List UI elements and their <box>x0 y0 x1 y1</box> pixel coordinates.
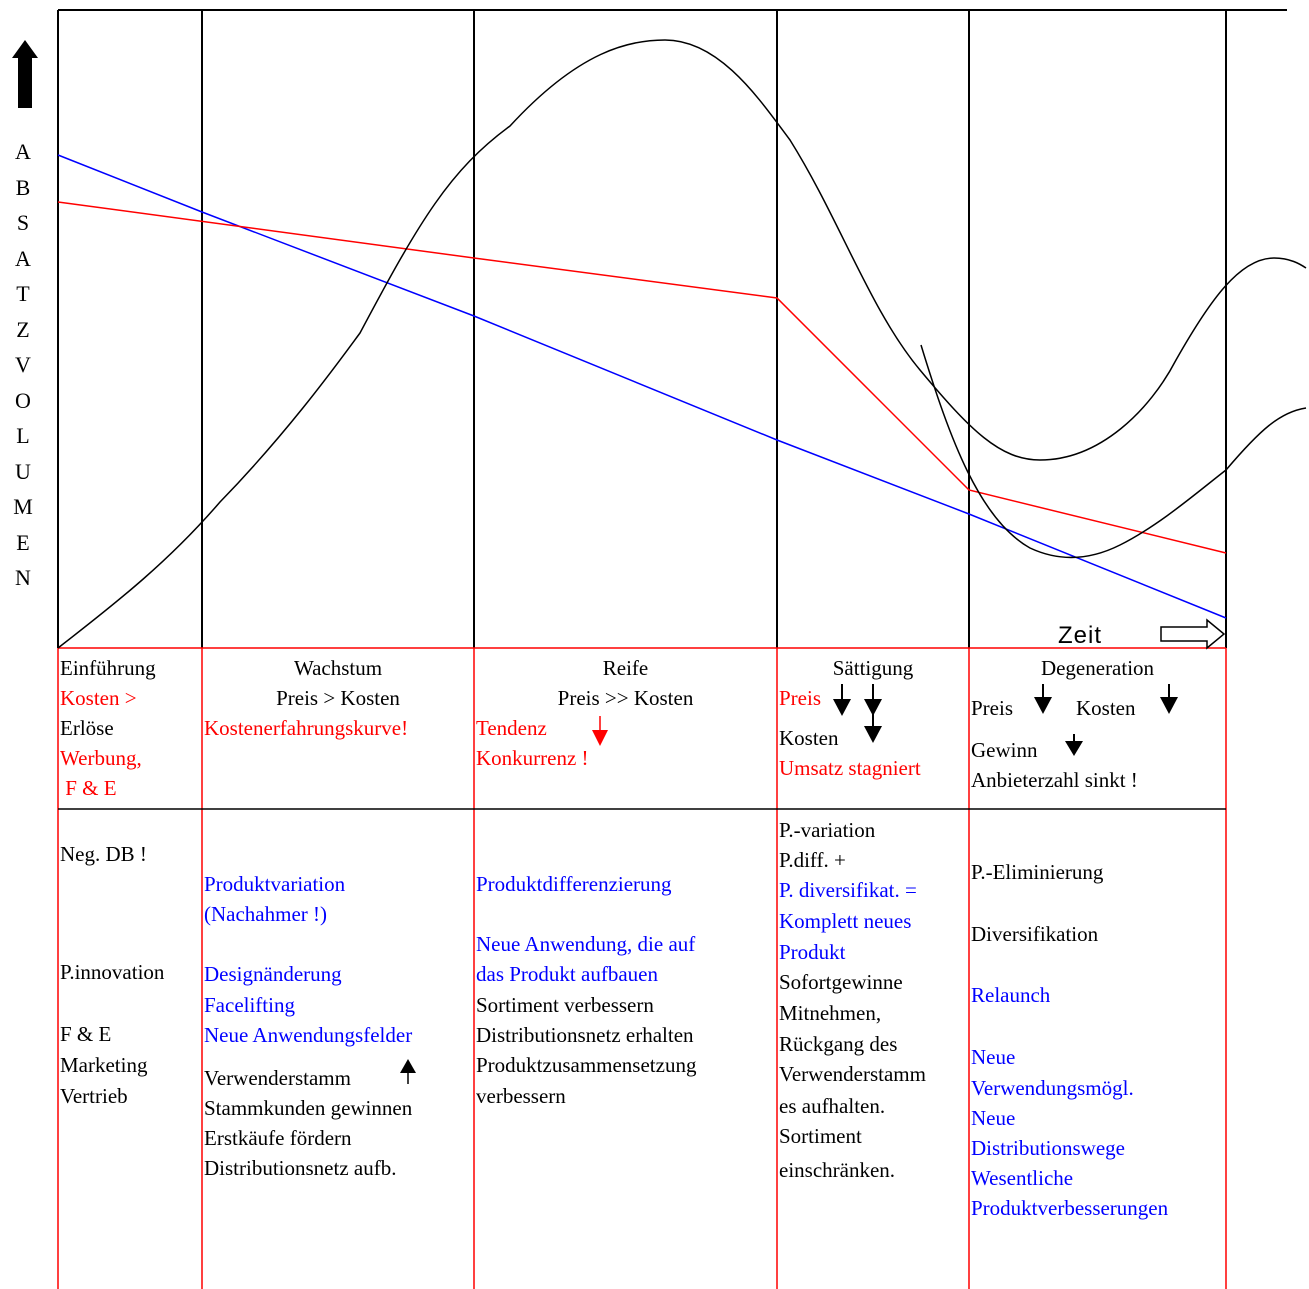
body-line: Rückgang des <box>779 1032 898 1056</box>
body-line: Produkt <box>779 940 846 964</box>
header-line: Umsatz stagniert <box>779 756 921 780</box>
body-line: Komplett neues <box>779 909 912 933</box>
table-grid <box>57 647 1227 1289</box>
header-line: F & E <box>60 776 117 800</box>
axis-letter: U <box>15 459 31 484</box>
body-line: Neg. DB ! <box>60 842 147 866</box>
body-line: P.innovation <box>60 960 165 984</box>
x-axis-label: Zeit <box>1058 622 1103 649</box>
body-line: Produktzusammensetzung <box>476 1053 697 1077</box>
body-line: Produktverbesserungen <box>971 1196 1169 1220</box>
body-line: Facelifting <box>204 993 295 1017</box>
body-line: Verwendungsmögl. <box>971 1076 1134 1100</box>
down-arrow-icon <box>1065 734 1083 756</box>
axis-letter: V <box>15 352 31 377</box>
header-line: Preis > Kosten <box>276 686 400 710</box>
up-arrow-icon <box>12 40 38 108</box>
relaunch-curve <box>920 344 1307 559</box>
phase-title: Reife <box>602 656 649 680</box>
body-line: Vertrieb <box>60 1084 128 1108</box>
body-line: Distributionsnetz erhalten <box>476 1023 694 1047</box>
header-line: Anbieterzahl sinkt ! <box>971 768 1138 792</box>
header-line: Preis <box>779 686 821 710</box>
body-line: es aufhalten. <box>779 1094 886 1118</box>
header-line: Kosten > <box>60 686 137 710</box>
price-line <box>57 201 1227 554</box>
body-line: Produktdifferenzierung <box>476 872 672 896</box>
axis-letter: L <box>16 423 30 448</box>
body-line: Sortiment verbessern <box>476 993 654 1017</box>
axis-letter: Z <box>16 317 30 342</box>
header-line: Erlöse <box>60 716 114 740</box>
body-line: Erstkäufe fördern <box>204 1126 352 1150</box>
body-line: verbessern <box>476 1084 566 1108</box>
body-line: Designänderung <box>204 962 342 986</box>
header-line: Preis >> Kosten <box>557 686 694 710</box>
body-line: P.-Eliminierung <box>971 860 1104 884</box>
down-arrow-icon <box>833 684 851 716</box>
body-line: Sofortgewinne <box>779 970 903 994</box>
body-line: Neue Anwendungsfelder <box>204 1023 413 1047</box>
header-line: Kostenerfahrungskurve! <box>204 716 409 740</box>
body-line: Verwenderstamm <box>204 1066 351 1090</box>
axis-letter: N <box>15 565 31 590</box>
body-line: P. diversifikat. = <box>779 878 917 902</box>
header-line: Werbung, <box>60 746 142 770</box>
body-line: Neue Anwendung, die auf <box>476 932 696 956</box>
header-line: Preis <box>971 696 1013 720</box>
body-line: (Nachahmer !) <box>204 902 328 926</box>
body-line: Distributionsnetz aufb. <box>204 1156 397 1180</box>
body-line: Diversifikation <box>971 922 1099 946</box>
axis-letter: S <box>16 210 30 235</box>
axis-letter: A <box>15 246 31 271</box>
body-line: Verwenderstamm <box>779 1062 926 1086</box>
axis-letter: M <box>13 494 33 519</box>
body-line: einschränken. <box>779 1158 896 1182</box>
phase-title: Sättigung <box>832 656 914 680</box>
body-line: P.diff. + <box>779 848 846 872</box>
axis-letter: E <box>16 530 30 555</box>
down-arrow-icon <box>1034 684 1052 714</box>
body-line: Neue <box>971 1106 1016 1130</box>
body-line: Distributionswege <box>971 1136 1125 1160</box>
body-line: Produktvariation <box>204 872 346 896</box>
body-line: P.-variation <box>779 818 876 842</box>
body-line: Neue <box>971 1045 1016 1069</box>
up-arrow-icon <box>400 1059 416 1084</box>
down-arrow-icon <box>864 684 882 716</box>
right-outline-arrow-icon <box>1160 618 1226 650</box>
phase-title: Degeneration <box>1040 656 1155 680</box>
axis-letter: T <box>16 281 30 306</box>
header-line: Gewinn <box>971 738 1038 762</box>
phase-title: Wachstum <box>293 656 383 680</box>
cost-line <box>57 154 1227 619</box>
phase-title: Einführung <box>60 656 156 680</box>
body-line: F & E <box>60 1022 112 1046</box>
body-line: Sortiment <box>779 1124 862 1148</box>
body-line: Relaunch <box>971 983 1051 1007</box>
header-line: Kosten <box>779 726 839 750</box>
body-line: Stammkunden gewinnen <box>204 1096 413 1120</box>
sales-curve <box>57 39 1307 649</box>
down-arrow-icon <box>864 712 882 743</box>
header-line: Kosten <box>1076 696 1136 720</box>
axis-letter: O <box>15 388 31 413</box>
body-line: Marketing <box>60 1053 148 1077</box>
header-line: Tendenz <box>476 716 547 740</box>
axis-letter: A <box>15 139 31 164</box>
axis-letter: B <box>15 175 31 200</box>
down-arrow-icon <box>592 716 608 746</box>
header-line: Konkurrenz ! <box>476 746 589 770</box>
down-arrow-icon <box>1160 684 1178 714</box>
body-line: das Produkt aufbauen <box>476 962 658 986</box>
body-line: Wesentliche <box>971 1166 1074 1190</box>
body-line: Mitnehmen, <box>779 1001 882 1025</box>
